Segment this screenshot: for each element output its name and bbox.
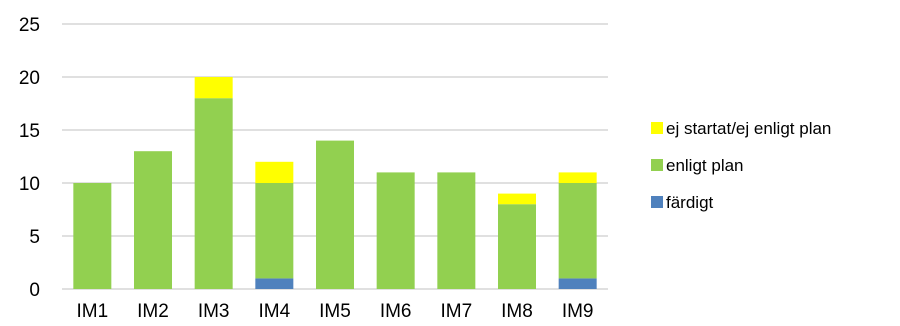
bar-IM7-enligt-plan bbox=[437, 172, 476, 289]
x-tick-label-IM2: IM2 bbox=[137, 301, 169, 322]
x-tick-label-IM4: IM4 bbox=[258, 301, 290, 322]
bar-IM9-ej-startat-ej-enligt-plan bbox=[558, 172, 597, 183]
legend-swatch-ej-startat-ej-enligt-plan bbox=[651, 122, 663, 134]
legend: ej startat/ej enligt plan enligt plan färd… bbox=[651, 119, 831, 212]
y-tick-label-0: 0 bbox=[29, 280, 40, 301]
x-axis-tick-labels: IM1 IM2 IM3 IM4 IM5 IM6 IM7 IM8 IM9 bbox=[76, 301, 593, 322]
bar-IM3-ej-startat-ej-enligt-plan bbox=[194, 77, 233, 99]
x-tick-label-IM7: IM7 bbox=[440, 301, 472, 322]
y-tick-label-10: 10 bbox=[19, 174, 40, 195]
legend-label-f-rdigt: färdigt bbox=[666, 193, 714, 212]
legend-label-ej-startat-ej-enligt-plan: ej startat/ej enligt plan bbox=[666, 119, 831, 138]
x-tick-label-IM8: IM8 bbox=[501, 301, 533, 322]
x-tick-label-IM3: IM3 bbox=[198, 301, 230, 322]
x-tick-label-IM5: IM5 bbox=[319, 301, 351, 322]
bar-IM4-enligt-plan bbox=[255, 183, 294, 279]
x-tick-label-IM9: IM9 bbox=[562, 301, 594, 322]
x-tick-label-IM1: IM1 bbox=[76, 301, 108, 322]
legend-swatch-f-rdigt bbox=[651, 196, 663, 208]
bar-IM1-enligt-plan bbox=[73, 183, 112, 289]
x-tick-label-IM6: IM6 bbox=[380, 301, 412, 322]
bar-IM8-ej-startat-ej-enligt-plan bbox=[498, 193, 536, 205]
bar-IM9-f-rdigt bbox=[558, 278, 597, 289]
y-axis-tick-labels: 0 5 10 15 20 25 bbox=[19, 15, 40, 301]
y-tick-label-15: 15 bbox=[19, 121, 40, 142]
legend-label-enligt-plan: enligt plan bbox=[666, 156, 744, 175]
bar-IM4-ej-startat-ej-enligt-plan bbox=[255, 161, 294, 183]
y-tick-label-20: 20 bbox=[19, 68, 40, 89]
legend-swatch-enligt-plan bbox=[651, 159, 663, 171]
bar-IM2-enligt-plan bbox=[134, 151, 172, 289]
bar-IM3-enligt-plan bbox=[194, 98, 233, 289]
y-tick-label-5: 5 bbox=[29, 227, 40, 248]
y-tick-label-25: 25 bbox=[19, 15, 40, 36]
bar-IM8-enligt-plan bbox=[498, 204, 536, 289]
bar-IM5-enligt-plan bbox=[316, 140, 354, 289]
bar-IM9-enligt-plan bbox=[558, 183, 597, 279]
bar-IM4-f-rdigt bbox=[255, 278, 294, 289]
bars bbox=[73, 77, 597, 289]
bar-IM6-enligt-plan bbox=[376, 172, 415, 289]
